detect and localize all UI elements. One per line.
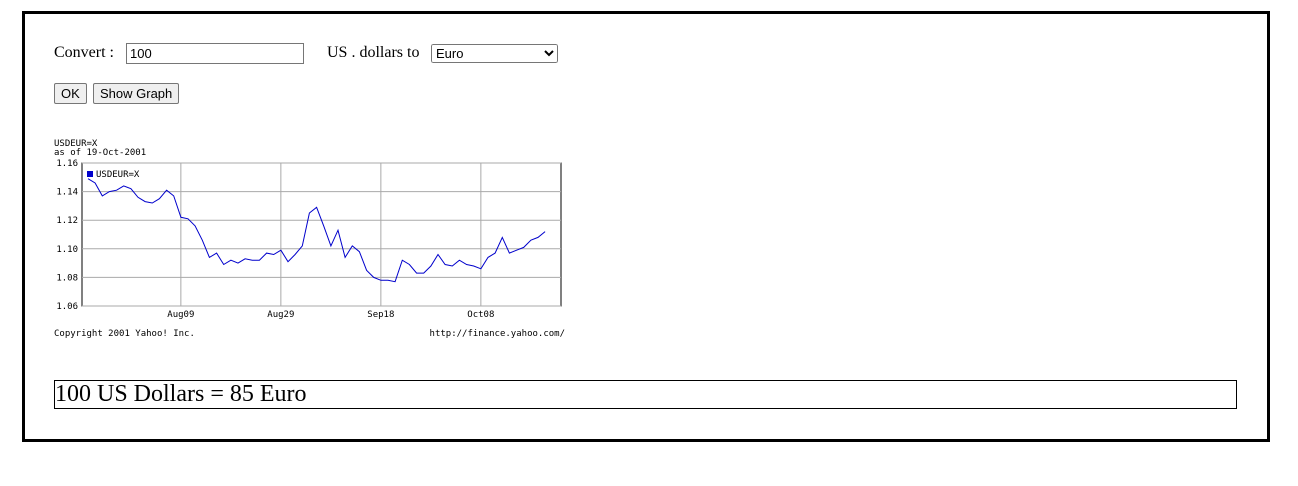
y-tick-label: 1.06 [56, 302, 78, 312]
y-tick-label: 1.14 [56, 188, 78, 198]
chart-subtitle: as of 19-Oct-2001 [54, 148, 146, 158]
chart: USDEUR=X as of 19-Oct-2001 Copyright 200… [54, 139, 565, 339]
plot-area [81, 162, 562, 307]
y-tick-label: 1.12 [56, 216, 78, 226]
x-tick-label: Aug29 [267, 310, 294, 320]
ok-button[interactable]: OK [54, 83, 87, 104]
amount-input[interactable] [126, 43, 304, 64]
x-tick-label: Aug09 [167, 310, 194, 320]
result: 100 US Dollars = 85 Euro [54, 380, 1237, 409]
legend-swatch [87, 171, 93, 177]
currency-select[interactable]: Euro [431, 44, 558, 63]
y-tick-label: 1.08 [56, 273, 78, 283]
frame [22, 11, 1270, 442]
footer-left: Copyright 2001 Yahoo! Inc. [54, 329, 195, 339]
convert-label: Convert : [54, 44, 114, 61]
legend-label: USDEUR=X [96, 170, 140, 180]
y-tick-label: 1.16 [56, 159, 78, 169]
line [87, 178, 546, 283]
chart-title: USDEUR=X [54, 139, 98, 149]
unit-label: US . dollars to [327, 44, 420, 61]
show-graph-button[interactable]: Show Graph [93, 83, 180, 104]
x-tick-label: Sep18 [367, 310, 394, 320]
footer-right: http://finance.yahoo.com/ [430, 329, 565, 339]
y-tick-label: 1.10 [56, 245, 78, 255]
x-tick-label: Oct08 [467, 310, 494, 320]
